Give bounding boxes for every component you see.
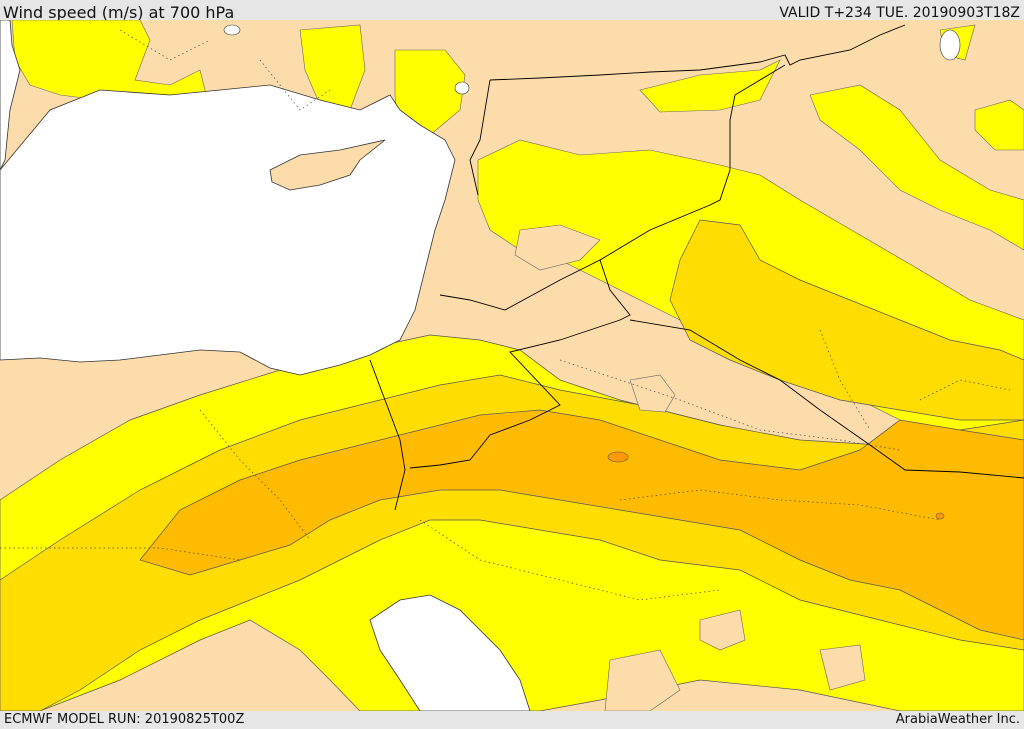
wind-band-1-north bbox=[394, 49, 466, 136]
wind-low-patch bbox=[604, 649, 681, 711]
country-border bbox=[489, 24, 906, 81]
wind-band-4 bbox=[935, 512, 945, 520]
country-border bbox=[409, 259, 631, 469]
wind-band-1-north bbox=[809, 84, 1024, 251]
country-border bbox=[469, 79, 491, 196]
header-bar bbox=[0, 0, 1024, 20]
province-border bbox=[0, 409, 311, 561]
wind-low-patch bbox=[514, 224, 601, 271]
wind-low-patch bbox=[699, 609, 746, 651]
lake bbox=[454, 81, 470, 95]
wind-low-patch bbox=[819, 644, 866, 691]
valid-time: VALID T+234 TUE. 20190903T18Z bbox=[779, 5, 1020, 21]
mediterranean-sea bbox=[0, 20, 456, 376]
map-title: Wind speed (m/s) at 700 hPa bbox=[3, 3, 235, 22]
wind-band-4 bbox=[607, 451, 629, 463]
provider-label: ArabiaWeather Inc. bbox=[895, 712, 1020, 727]
cyprus-island bbox=[269, 139, 386, 191]
map-canvas bbox=[0, 20, 1024, 711]
footer-bar bbox=[0, 711, 1024, 729]
wind-band-1-north bbox=[974, 99, 1024, 151]
wind-band-3 bbox=[139, 409, 1024, 641]
wind-band-1-north bbox=[639, 59, 781, 113]
country-border bbox=[369, 359, 406, 511]
province-border bbox=[419, 359, 941, 601]
lake bbox=[939, 29, 961, 61]
lake bbox=[223, 24, 241, 36]
wind-band-2-east bbox=[669, 219, 1024, 421]
wind-speed-map bbox=[0, 20, 1024, 711]
country-border bbox=[629, 319, 1024, 479]
wind-band-2 bbox=[0, 374, 1024, 711]
model-run-label: ECMWF MODEL RUN: 20190825T00Z bbox=[4, 712, 245, 727]
wind-low-patch bbox=[629, 374, 676, 413]
country-border bbox=[439, 64, 786, 311]
red-sea bbox=[369, 594, 531, 711]
